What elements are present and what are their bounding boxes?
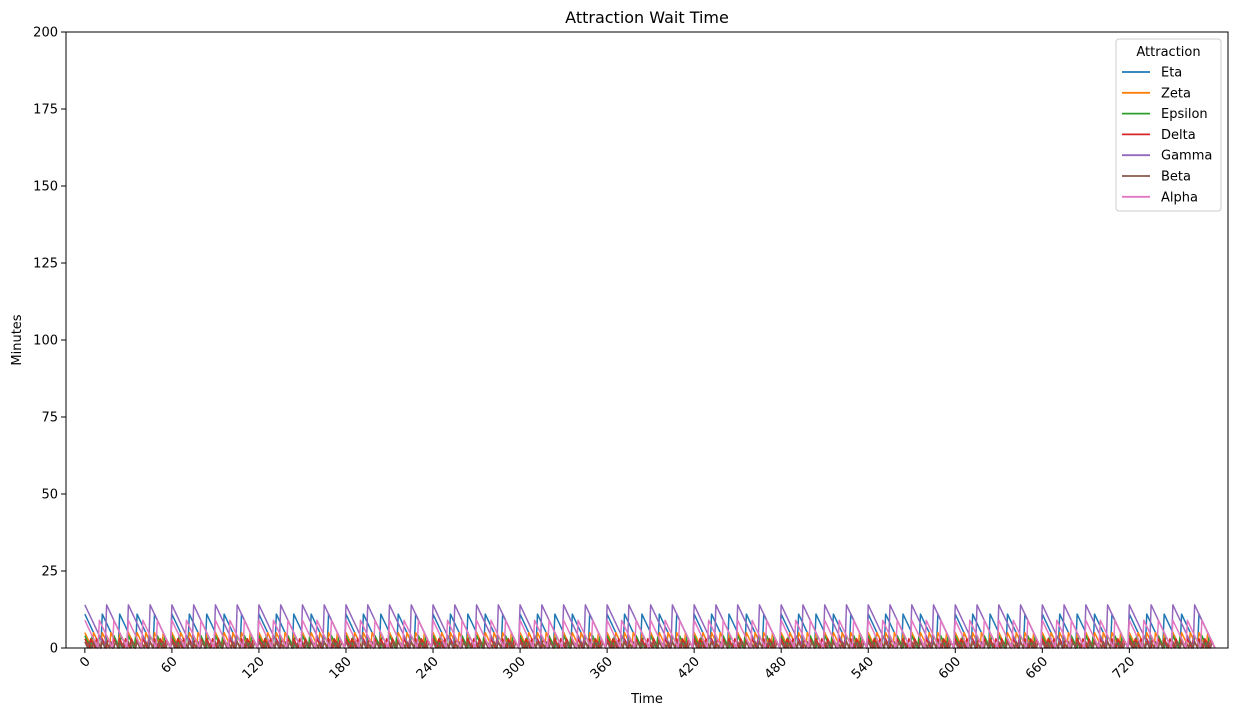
y-tick-label: 75 (41, 411, 58, 426)
y-tick-label: 25 (41, 565, 58, 580)
legend-label-beta: Beta (1161, 170, 1191, 185)
chart-title: Attraction Wait Time (565, 8, 729, 27)
y-tick-label: 125 (33, 257, 58, 272)
x-tick-label: 300 (501, 654, 529, 682)
x-tick-label: 420 (675, 654, 703, 682)
x-tick-label: 660 (1023, 654, 1051, 682)
x-axis: 0 60 120 180 240 300 360 420 480 540 600 660 720 (77, 648, 1138, 682)
plot-area (66, 32, 1228, 648)
legend-label-eta: Eta (1161, 66, 1182, 81)
x-tick-label: 180 (327, 654, 355, 682)
legend-label-epsilon: Epsilon (1161, 107, 1208, 122)
x-tick-label: 480 (762, 654, 790, 682)
x-tick-label: 360 (588, 654, 616, 682)
y-tick-label: 200 (33, 26, 58, 41)
y-tick-label: 100 (33, 334, 58, 349)
y-axis-label: Minutes (10, 314, 25, 365)
x-tick-label: 120 (240, 654, 268, 682)
x-tick-label: 540 (849, 654, 877, 682)
x-tick-label: 0 (77, 654, 93, 670)
x-axis-label: Time (630, 692, 663, 707)
legend-label-gamma: Gamma (1161, 149, 1212, 164)
x-tick-label: 720 (1110, 654, 1138, 682)
x-tick-label: 60 (158, 654, 180, 676)
series-line-alpha (84, 619, 1216, 649)
y-tick-label: 50 (41, 488, 58, 503)
legend-label-zeta: Zeta (1161, 86, 1191, 101)
legend-label-alpha: Alpha (1161, 190, 1198, 205)
legend-label-delta: Delta (1161, 128, 1196, 143)
series-layer (84, 604, 1216, 649)
x-tick-label: 600 (936, 654, 964, 682)
y-tick-label: 150 (33, 180, 58, 195)
legend-title: Attraction (1136, 45, 1200, 60)
y-tick-label: 175 (33, 103, 58, 118)
legend: Attraction Eta Zeta Epsilon Delta Gamma Beta Al… (1115, 38, 1222, 212)
x-tick-label: 240 (414, 654, 442, 682)
legend-box (1115, 38, 1222, 212)
y-tick-label: 0 (50, 642, 58, 657)
y-axis: 0 25 50 75 100 125 150 175 200 (33, 26, 66, 657)
